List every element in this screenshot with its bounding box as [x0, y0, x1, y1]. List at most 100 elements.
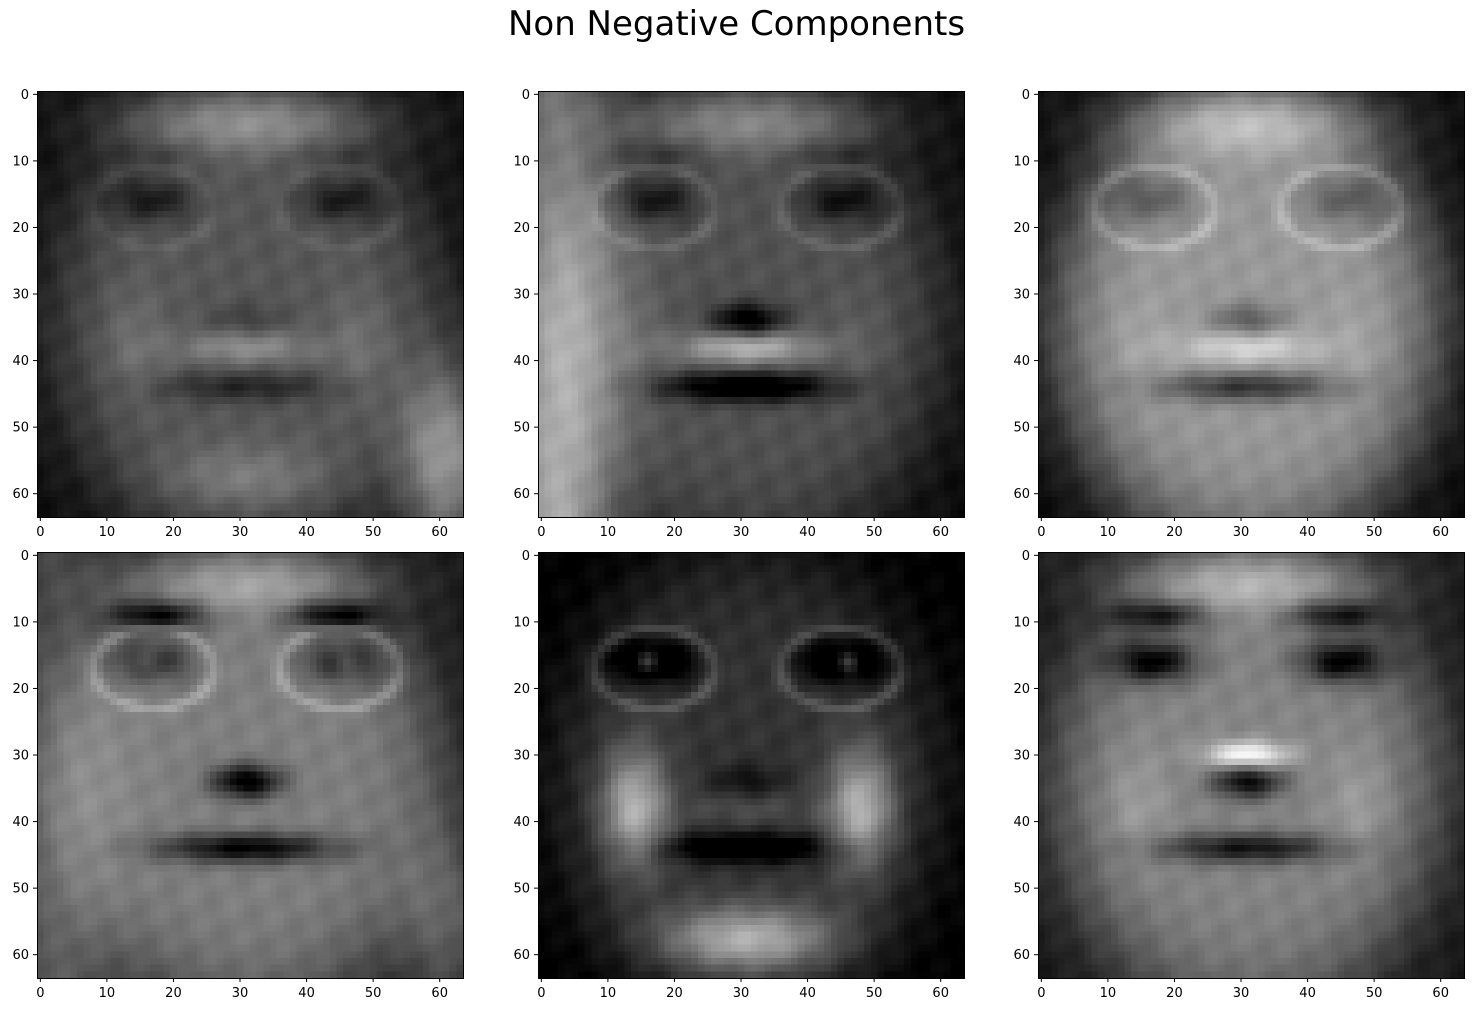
subplot-2: 0 10 20 30 40 50 60 0 10 20 30 40 50 60: [513, 88, 965, 540]
y-tick-label: 20: [1013, 682, 1030, 697]
y-tick-label: 60: [513, 948, 530, 963]
x-tick-label: 30: [1233, 525, 1250, 540]
face-image-2: [538, 91, 964, 517]
figure-title: Non Negative Components: [507, 4, 966, 44]
y-tick-label: 10: [1013, 615, 1030, 630]
x-tick-label: 40: [799, 525, 816, 540]
y-tick-label: 60: [1013, 487, 1030, 502]
x-tick-label: 0: [537, 986, 545, 1001]
y-tick-label: 40: [513, 815, 530, 830]
y-tick-label: 0: [522, 88, 530, 103]
y-tick-label: 20: [513, 682, 530, 697]
y-tick-label: 50: [513, 421, 530, 436]
x-tick-label: 20: [666, 525, 683, 540]
y-tick-label: 60: [513, 487, 530, 502]
x-tick-label: 60: [932, 986, 949, 1001]
y-tick-label: 20: [1013, 221, 1030, 236]
x-tick-label: 50: [365, 525, 382, 540]
x-tick-label: 60: [431, 525, 448, 540]
y-tick-label: 0: [522, 549, 530, 564]
y-tick-label: 60: [12, 487, 29, 502]
x-tick-label: 10: [600, 525, 617, 540]
y-tick-label: 40: [1013, 354, 1030, 369]
x-tick-label: 40: [1299, 986, 1316, 1001]
subplot-5: 0 10 20 30 40 50 60 0 10 20 30 40 50 60: [513, 549, 965, 1001]
axes-frame: [37, 552, 464, 979]
x-tick-label: 10: [600, 986, 617, 1001]
x-tick-label: 0: [537, 525, 545, 540]
face-image-6: [1038, 552, 1464, 978]
subplot-1: 0 10 20 30 40 50 60 0 10 20 30 40 50 60: [12, 88, 464, 540]
y-tick-label: 30: [513, 288, 530, 303]
y-tick-label: 50: [1013, 882, 1030, 897]
y-tick-label: 40: [513, 354, 530, 369]
y-tick-label: 10: [12, 154, 29, 169]
x-tick-label: 30: [1233, 986, 1250, 1001]
x-tick-label: 10: [1100, 525, 1117, 540]
face-image-5: [538, 552, 964, 978]
axes-frame: [1038, 552, 1465, 979]
y-tick-label: 0: [1022, 88, 1030, 103]
x-tick-label: 20: [165, 525, 182, 540]
x-tick-label: 20: [1166, 525, 1183, 540]
x-tick-label: 30: [232, 986, 249, 1001]
y-tick-label: 10: [513, 615, 530, 630]
x-tick-label: 20: [165, 986, 182, 1001]
y-tick-label: 10: [513, 154, 530, 169]
x-tick-label: 50: [365, 986, 382, 1001]
x-tick-label: 60: [1432, 525, 1449, 540]
x-tick-label: 60: [1432, 986, 1449, 1001]
x-tick-label: 10: [99, 525, 116, 540]
face-image-1: [37, 91, 463, 517]
y-tick-label: 60: [12, 948, 29, 963]
y-tick-label: 0: [1022, 549, 1030, 564]
y-tick-label: 20: [12, 221, 29, 236]
x-tick-label: 50: [866, 525, 883, 540]
y-tick-label: 50: [12, 421, 29, 436]
x-tick-label: 60: [431, 986, 448, 1001]
axes-frame: [1038, 91, 1465, 518]
y-tick-label: 40: [1013, 815, 1030, 830]
y-tick-label: 20: [12, 682, 29, 697]
y-tick-label: 30: [1013, 288, 1030, 303]
x-tick-label: 50: [1366, 525, 1383, 540]
axes-frame: [538, 552, 965, 979]
y-tick-label: 0: [21, 88, 29, 103]
x-tick-label: 30: [733, 986, 750, 1001]
y-tick-label: 30: [12, 288, 29, 303]
x-tick-label: 0: [1037, 525, 1045, 540]
x-tick-label: 30: [232, 525, 249, 540]
y-tick-label: 40: [12, 815, 29, 830]
y-tick-label: 10: [1013, 154, 1030, 169]
x-tick-label: 10: [99, 986, 116, 1001]
axes-frame: [37, 91, 464, 518]
y-tick-label: 40: [12, 354, 29, 369]
x-tick-label: 50: [1366, 986, 1383, 1001]
axes-frame: [538, 91, 965, 518]
x-tick-label: 40: [1299, 525, 1316, 540]
y-tick-label: 0: [21, 549, 29, 564]
x-tick-label: 0: [1037, 986, 1045, 1001]
subplot-6: 0 10 20 30 40 50 60 0 10 20 30 40 50 60: [1013, 549, 1465, 1001]
face-image-3: [1038, 91, 1464, 517]
x-tick-label: 60: [932, 525, 949, 540]
y-tick-label: 50: [513, 882, 530, 897]
x-tick-label: 20: [666, 986, 683, 1001]
subplot-3: 0 10 20 30 40 50 60 0 10 20 30 40 50 60: [1013, 88, 1465, 540]
y-tick-label: 30: [12, 749, 29, 764]
y-tick-label: 50: [12, 882, 29, 897]
x-tick-label: 0: [36, 986, 44, 1001]
x-tick-label: 10: [1100, 986, 1117, 1001]
x-tick-label: 20: [1166, 986, 1183, 1001]
y-tick-label: 20: [513, 221, 530, 236]
y-tick-label: 10: [12, 615, 29, 630]
x-tick-label: 30: [733, 525, 750, 540]
x-tick-label: 40: [298, 525, 315, 540]
y-tick-label: 50: [1013, 421, 1030, 436]
x-tick-label: 40: [799, 986, 816, 1001]
y-tick-label: 30: [1013, 749, 1030, 764]
x-tick-label: 50: [866, 986, 883, 1001]
subplot-4: 0 10 20 30 40 50 60 0 10 20 30 40 50 60: [12, 549, 464, 1001]
y-tick-label: 30: [513, 749, 530, 764]
